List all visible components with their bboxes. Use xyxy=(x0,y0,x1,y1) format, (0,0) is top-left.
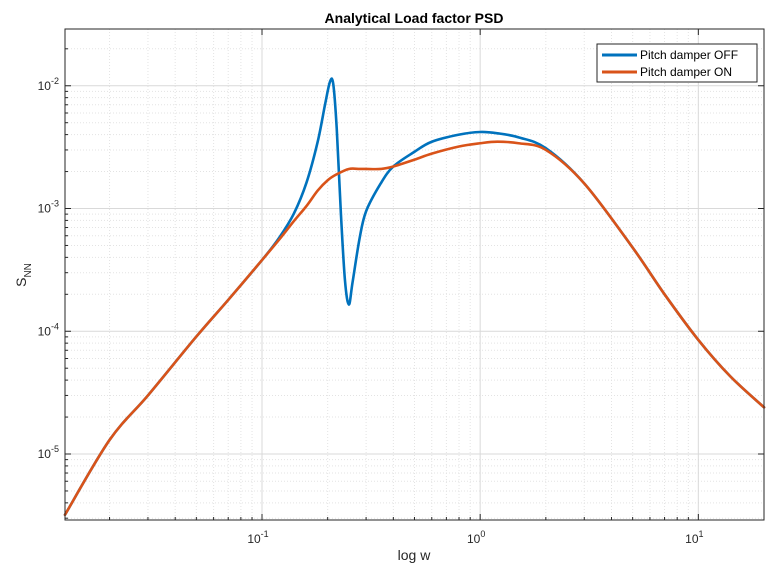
y-tick-exponent: -3 xyxy=(51,199,59,209)
y-tick-exponent: -4 xyxy=(51,321,59,331)
legend: Pitch damper OFF Pitch damper ON xyxy=(596,43,758,83)
legend-label-off: Pitch damper OFF xyxy=(640,48,738,62)
x-tick-base: 10 xyxy=(467,532,481,546)
y-tick-exponent: -2 xyxy=(51,76,59,86)
y-tick-label: 10-4 xyxy=(38,321,59,338)
x-tick-label: 100 xyxy=(467,529,485,546)
minor-grid xyxy=(65,29,765,520)
y-tick-base: 10 xyxy=(38,79,52,93)
y-tick-exponent: -5 xyxy=(51,444,59,454)
x-tick-exponent: -1 xyxy=(261,529,269,539)
x-tick-exponent: 1 xyxy=(699,529,704,539)
y-tick-label: 10-3 xyxy=(38,199,59,216)
y-axis-label: SNN xyxy=(13,263,34,287)
y-tick-label: 10-2 xyxy=(38,76,59,93)
y-tick-base: 10 xyxy=(38,447,52,461)
y-tick-base: 10 xyxy=(38,202,52,216)
x-tick-base: 10 xyxy=(247,532,261,546)
chart-title: Analytical Load factor PSD xyxy=(325,10,504,26)
y-axis-label-main: S xyxy=(13,278,29,287)
x-tick-label: 10-1 xyxy=(247,529,268,546)
x-tick-labels: 10-1 100 101 xyxy=(247,529,703,546)
x-tick-base: 10 xyxy=(685,532,699,546)
legend-label-on: Pitch damper ON xyxy=(640,65,732,79)
y-tick-labels: 10-510-410-310-2 xyxy=(38,76,59,461)
x-tick-exponent: 0 xyxy=(480,529,485,539)
plot-lines xyxy=(63,77,766,517)
major-grid xyxy=(65,29,764,520)
y-tick-label: 10-5 xyxy=(38,444,59,461)
x-tick-label: 101 xyxy=(685,529,703,546)
legend-box xyxy=(596,43,758,83)
x-axis-label: log w xyxy=(398,547,432,563)
axis-ticks xyxy=(65,29,765,520)
series-line-pitch-damper-on xyxy=(63,140,766,517)
y-tick-base: 10 xyxy=(38,324,52,338)
y-axis-label-subscript: NN xyxy=(23,263,34,277)
